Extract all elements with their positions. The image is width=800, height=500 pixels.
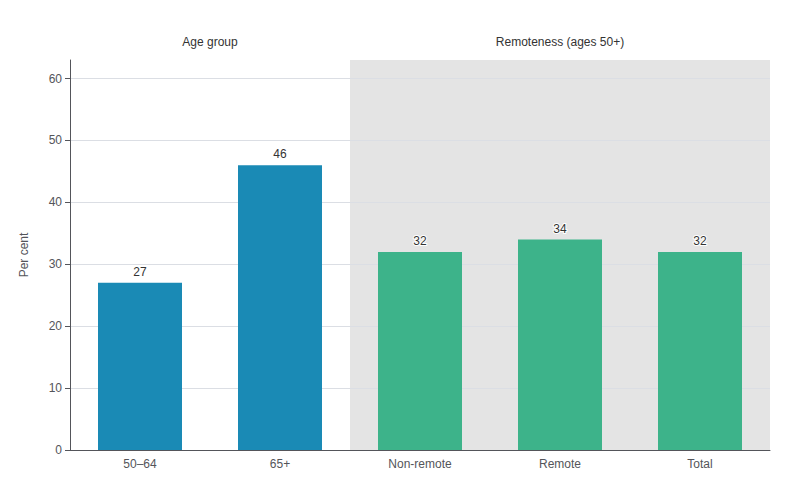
svg-text:Remoteness (ages 50+): Remoteness (ages 50+) xyxy=(496,35,624,49)
svg-text:0: 0 xyxy=(55,443,62,457)
svg-text:Non-remote: Non-remote xyxy=(388,457,452,471)
svg-text:Total: Total xyxy=(687,457,712,471)
svg-text:50–64: 50–64 xyxy=(123,457,157,471)
svg-text:60: 60 xyxy=(49,72,63,86)
svg-text:50: 50 xyxy=(49,133,63,147)
svg-text:32: 32 xyxy=(413,234,427,248)
svg-text:40: 40 xyxy=(49,195,63,209)
svg-text:30: 30 xyxy=(49,257,63,271)
svg-text:Per cent: Per cent xyxy=(17,232,31,277)
svg-text:20: 20 xyxy=(49,319,63,333)
svg-text:34: 34 xyxy=(553,222,567,236)
svg-text:10: 10 xyxy=(49,381,63,395)
svg-text:27: 27 xyxy=(133,265,147,279)
svg-text:32: 32 xyxy=(693,234,707,248)
svg-text:Remote: Remote xyxy=(539,457,581,471)
svg-text:Age group: Age group xyxy=(182,35,238,49)
svg-text:46: 46 xyxy=(273,147,287,161)
svg-text:65+: 65+ xyxy=(270,457,290,471)
